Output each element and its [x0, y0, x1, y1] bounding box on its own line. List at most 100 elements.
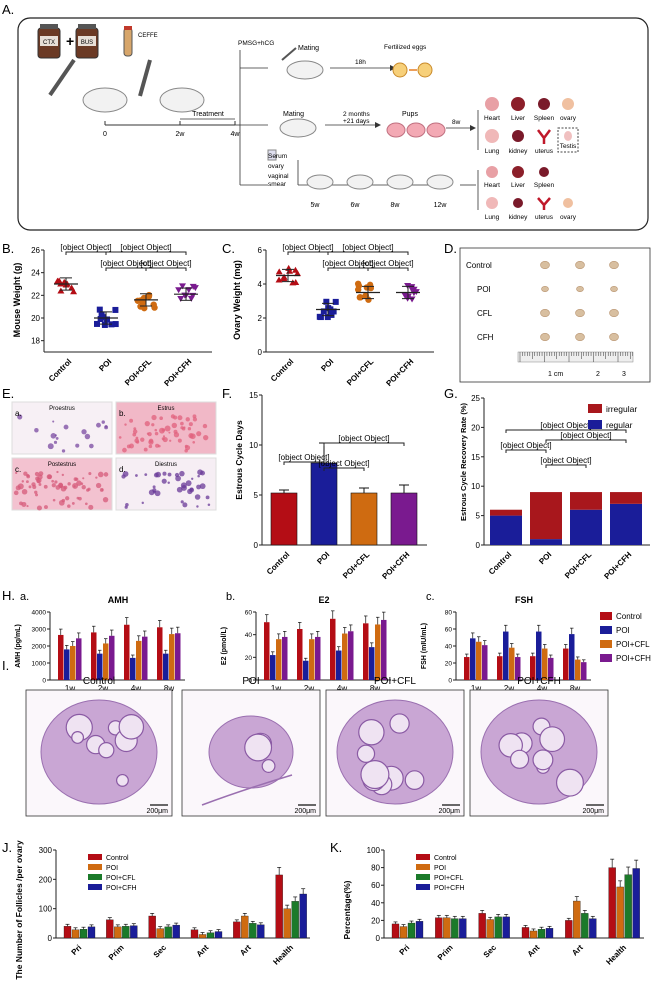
smear-cells: [13, 414, 211, 511]
panel-g-label: G.: [444, 386, 458, 401]
cell: [25, 480, 29, 484]
cell: [189, 487, 195, 493]
cell: [96, 422, 101, 428]
syringe-icon: [138, 59, 152, 97]
mouse-icon: [159, 87, 205, 113]
treatment-label: Treatment: [192, 111, 224, 118]
follicle: [532, 749, 554, 771]
bar: [530, 656, 536, 680]
cell: [44, 505, 48, 510]
sig-label: [object Object]: [560, 431, 611, 440]
data-point: [410, 290, 418, 297]
cell: [43, 484, 48, 489]
y-tick-label: 18: [31, 337, 40, 346]
cell: [151, 423, 155, 427]
follicle: [261, 759, 276, 773]
cell: [35, 493, 39, 497]
y-axis-label: E2 (pmol/L): [221, 627, 228, 665]
cell: [88, 472, 92, 476]
bar: [624, 874, 632, 939]
kidney-icon: [513, 198, 523, 208]
cell: [61, 449, 66, 453]
cell: [78, 496, 82, 501]
cell: [148, 489, 155, 496]
bar: [282, 636, 288, 680]
cell: [161, 478, 167, 484]
follicle: [509, 749, 530, 769]
bar-regular: [490, 515, 522, 545]
spleen-icon: [538, 98, 550, 110]
cell: [155, 471, 162, 478]
cell: [51, 483, 56, 488]
bar: [537, 929, 546, 939]
cell: [147, 432, 152, 437]
cell: [177, 415, 183, 421]
legend-swatch: [416, 854, 430, 860]
organs-grid-2: Heart Liver Spleen Lung kidney uterus ov…: [484, 166, 577, 221]
bar: [502, 916, 510, 939]
cell: [118, 436, 122, 439]
cell: [101, 420, 105, 424]
legend-swatch: [88, 884, 102, 890]
egg-icon: [417, 62, 433, 78]
panel-k: K. Percentage(%) 0 20 40 60 80 100 Pri Prim Sec A…: [330, 840, 644, 967]
cell: [81, 485, 86, 490]
testis-box: [557, 127, 579, 153]
histology-title: POI: [242, 676, 259, 687]
stage-name: Estrus: [157, 406, 174, 412]
bar: [381, 619, 387, 680]
data-point: [285, 264, 293, 271]
y-tick-label: 15: [249, 391, 258, 400]
cell: [168, 431, 171, 434]
bar: [124, 624, 130, 680]
data-point: [141, 304, 148, 312]
syringe-icon: [281, 47, 297, 61]
cell: [95, 476, 98, 479]
data-point: [407, 285, 415, 292]
follicle: [555, 768, 584, 797]
smear-proestrus: [11, 401, 113, 455]
cell: [55, 436, 59, 440]
mouse-icon: [386, 174, 414, 190]
cell: [188, 422, 193, 427]
cell: [65, 496, 70, 501]
cell: [199, 483, 206, 490]
follicle: [244, 733, 273, 762]
cell: [21, 480, 25, 483]
bar: [503, 631, 509, 680]
legend-swatch: [600, 640, 612, 648]
cell: [84, 502, 88, 506]
sig-bracket: [105, 251, 187, 255]
organ-label: Lung: [485, 214, 500, 221]
cell: [95, 482, 102, 489]
cell: [196, 484, 201, 490]
cell: [134, 438, 139, 444]
panel-c-ylabel: Ovary Weight (mg): [232, 260, 242, 340]
cell: [205, 495, 210, 500]
kidney-icon: [512, 130, 524, 142]
cell: [121, 474, 126, 479]
pups-label: Pups: [402, 111, 418, 118]
row2-time2: +21 days: [343, 118, 370, 125]
cell: [132, 429, 138, 434]
week-label: 6w: [351, 202, 361, 209]
syringe-icon: [48, 58, 76, 97]
panel-f-ylabel: Estrous Cycle Days: [234, 420, 244, 500]
x-tick-label: Health: [271, 943, 295, 967]
cell: [185, 417, 190, 422]
y-tick-label: 24: [31, 269, 40, 278]
bar-regular: [570, 509, 602, 545]
cell: [17, 483, 24, 490]
cell: [15, 471, 18, 474]
x-tick-label: 8w: [164, 684, 174, 693]
data-point: [316, 313, 323, 320]
panel-b-label: B.: [2, 241, 14, 256]
cell: [144, 473, 148, 477]
sig-bracket: [505, 449, 547, 453]
x-tick-label: 4w: [131, 684, 141, 693]
y-tick-label: 5: [254, 491, 259, 500]
cell: [126, 444, 131, 449]
y-tick-label: 60: [445, 627, 453, 634]
